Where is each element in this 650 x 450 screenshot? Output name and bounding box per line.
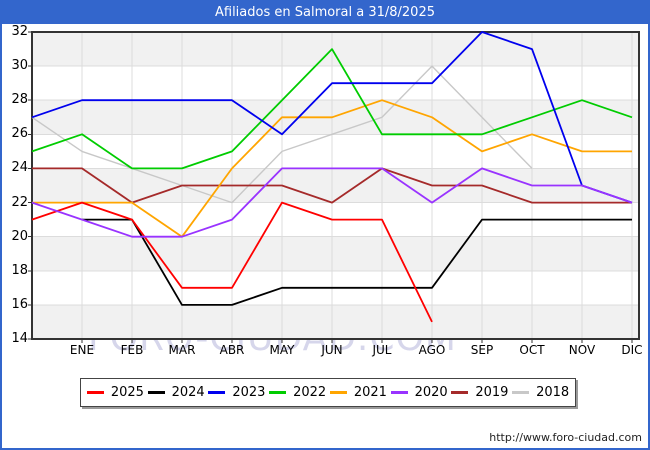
legend-label-2018: 2018 <box>536 385 570 400</box>
legend-swatch-2019 <box>451 391 469 394</box>
series-line-2018 <box>31 65 533 204</box>
legend-label-2025: 2025 <box>110 385 144 400</box>
legend-label-2020: 2020 <box>414 385 448 400</box>
legend-swatch-2025 <box>86 391 104 394</box>
x-axis-label-MAY: MAY <box>269 343 295 357</box>
y-axis-label: 14 <box>11 331 28 346</box>
y-axis-label: 26 <box>11 126 28 142</box>
y-axis-label: 24 <box>11 160 28 176</box>
legend-label-2024: 2024 <box>171 385 205 400</box>
y-axis-label: 32 <box>11 24 28 39</box>
legend-item-2020: 2020 <box>390 385 448 400</box>
legend-item-2023: 2023 <box>208 385 265 400</box>
y-axis-label: 30 <box>11 58 28 74</box>
legend-item-2019: 2019 <box>451 385 508 400</box>
legend-item-2022: 2022 <box>269 385 326 400</box>
legend-label-2021: 2021 <box>353 385 387 400</box>
legend-label-2019: 2019 <box>475 385 509 400</box>
y-axis-label: 20 <box>11 228 28 244</box>
x-axis-label-ENE: ENE <box>69 343 95 357</box>
legend-item-2024: 2024 <box>147 385 205 400</box>
legend-item-2018: 2018 <box>512 385 569 400</box>
series-line-2022 <box>31 48 633 170</box>
legend-swatch-2024 <box>147 391 165 394</box>
legend-item-2021: 2021 <box>329 385 387 400</box>
x-axis-label-FEB: FEB <box>120 343 144 357</box>
legend-swatch-2018 <box>512 391 530 394</box>
x-axis-label-DIC: DIC <box>621 343 643 357</box>
chart-legend: 2025 2024 2023 2022 2021 2020 2019 2018 <box>80 378 576 407</box>
series-line-2023 <box>31 31 633 204</box>
y-axis-label: 18 <box>11 262 28 278</box>
y-axis-label: 16 <box>11 296 28 312</box>
x-axis-label-ABR: ABR <box>219 343 245 357</box>
legend-swatch-2023 <box>208 391 226 394</box>
legend-swatch-2022 <box>269 391 287 394</box>
chart-title: Afiliados en Salmoral a 31/8/2025 <box>2 2 648 24</box>
x-axis-label-JUN: JUN <box>321 343 343 357</box>
y-axis-label: 22 <box>11 194 28 210</box>
x-axis-label-MAR: MAR <box>168 343 196 357</box>
series-line-2024 <box>82 218 632 306</box>
x-axis-label-JUL: JUL <box>372 343 392 357</box>
x-axis-label-NOV: NOV <box>568 343 596 357</box>
x-axis-label-OCT: OCT <box>519 343 545 357</box>
y-axis-label: 28 <box>11 92 28 108</box>
legend-item-2025: 2025 <box>86 385 144 400</box>
x-axis-label-AGO: AGO <box>418 343 446 357</box>
legend-label-2022: 2022 <box>293 385 327 400</box>
x-axis-label-SEP: SEP <box>470 343 494 357</box>
series-line-2020 <box>31 167 633 238</box>
legend-swatch-2020 <box>390 391 408 394</box>
legend-swatch-2021 <box>329 391 347 394</box>
series-line-2021 <box>32 99 632 238</box>
foro-ciudad-url-link[interactable]: http://www.foro-ciudad.com <box>489 431 642 444</box>
legend-label-2023: 2023 <box>232 385 266 400</box>
series-line-2025 <box>31 201 433 323</box>
